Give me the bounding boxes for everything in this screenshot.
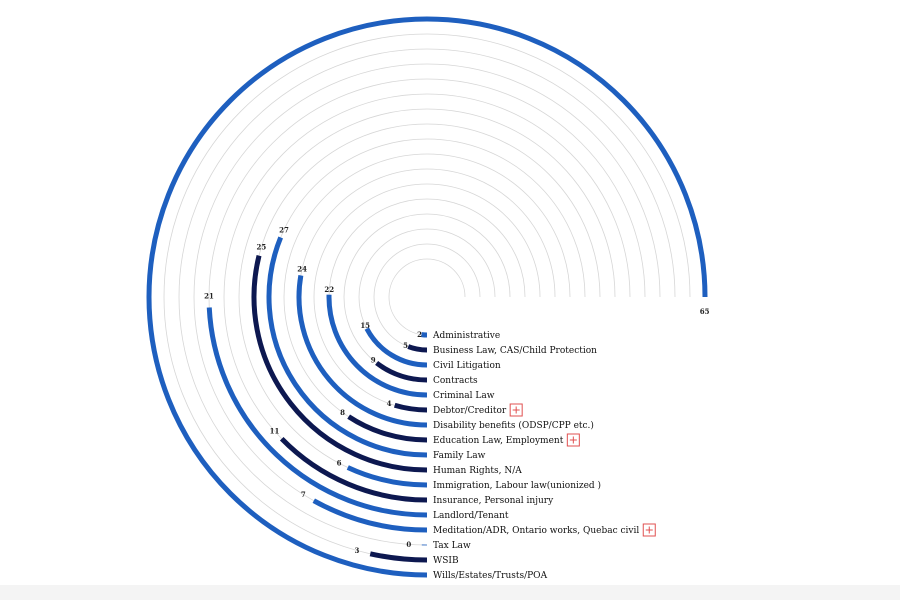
- page-bottom-strip: [0, 585, 900, 600]
- value-label-meditation-adr-ontario-works-quebac-civil: 7: [301, 490, 306, 499]
- guide-ring: [313, 183, 541, 411]
- bar-landlord-tenant: [206, 307, 428, 518]
- value-label-business-law-cas-child-protection: 5: [403, 341, 408, 350]
- expand-icon[interactable]: [642, 523, 656, 537]
- value-label-wsib: 3: [354, 546, 359, 555]
- expand-icon[interactable]: [509, 403, 523, 417]
- value-labels: 25 15 9 22 4 24 8 27 25 6 11 21 7 0 3 65: [204, 225, 709, 555]
- category-label-insurance-personal-injury: Insurance, Personal injury: [433, 496, 554, 506]
- guide-ring: [178, 48, 676, 546]
- guide-ring: [343, 213, 511, 381]
- value-label-wills-estates-trusts-poa: 65: [700, 307, 710, 316]
- bar-debtor-creditor: [393, 402, 428, 413]
- value-label-insurance-personal-injury: 11: [270, 427, 280, 436]
- category-label-wills-estates-trusts-poa: Wills/Estates/Trusts/POA: [433, 571, 548, 581]
- value-label-human-rights-n-a: 25: [257, 242, 267, 251]
- value-label-contracts: 9: [371, 356, 376, 365]
- category-label-debtor-creditor: Debtor/Creditor: [433, 406, 507, 416]
- value-label-landlord-tenant: 21: [204, 292, 214, 301]
- category-label-family-law: Family Law: [433, 451, 486, 461]
- bar-education-law-employment: [347, 414, 428, 443]
- bars: [146, 16, 708, 578]
- guide-ring: [163, 33, 691, 561]
- category-label-human-rights-n-a: Human Rights, N/A: [433, 466, 522, 476]
- category-label-education-law-employment: Education Law, Employment: [433, 436, 564, 446]
- category-label-landlord-tenant: Landlord/Tenant: [433, 511, 509, 521]
- bar-contracts: [375, 360, 428, 383]
- category-label-tax-law: Tax Law: [433, 541, 471, 551]
- guide-ring: [283, 153, 571, 441]
- value-label-education-law-employment: 8: [340, 408, 345, 417]
- value-label-administrative: 2: [417, 330, 422, 339]
- category-label-contracts: Contracts: [433, 376, 478, 386]
- value-label-family-law: 27: [279, 225, 289, 234]
- value-label-disability-benefits-odsp-cpp-etc: 24: [297, 264, 307, 273]
- category-label-business-law-cas-child-protection: Business Law, CAS/Child Protection: [433, 346, 597, 356]
- value-label-tax-law: 0: [406, 540, 411, 549]
- category-label-wsib: WSIB: [433, 556, 459, 566]
- guide-ring: [238, 108, 616, 486]
- guide-ring: [193, 63, 661, 531]
- bar-human-rights-n-a: [251, 255, 428, 473]
- category-label-immigration-labour-law-unionized: Immigration, Labour law(unionized ): [433, 480, 601, 491]
- guide-ring: [388, 258, 466, 336]
- category-label-civil-litigation: Civil Litigation: [433, 361, 501, 371]
- value-label-debtor-creditor: 4: [387, 399, 392, 408]
- bar-civil-litigation: [364, 327, 428, 368]
- bar-meditation-adr-ontario-works-quebac-civil: [312, 498, 428, 533]
- guide-ring: [373, 243, 481, 351]
- bar-business-law-cas-child-protection: [407, 344, 428, 353]
- category-label-criminal-law: Criminal Law: [433, 391, 495, 401]
- category-label-disability-benefits-odsp-cpp-etc: Disability benefits (ODSP/CPP etc.): [433, 420, 594, 431]
- value-label-civil-litigation: 15: [360, 321, 370, 330]
- guide-ring: [148, 18, 706, 576]
- category-label-meditation-adr-ontario-works-quebac-civil: Meditation/ADR, Ontario works, Quebac ci…: [433, 526, 639, 536]
- value-label-immigration-labour-law-unionized: 6: [337, 459, 342, 468]
- category-labels: Administrative Business Law, CAS/Child Pr…: [432, 331, 656, 581]
- category-label-administrative: Administrative: [432, 331, 500, 341]
- bar-family-law: [266, 236, 428, 458]
- expand-icon[interactable]: [566, 433, 580, 447]
- bar-wsib: [369, 551, 428, 563]
- bar-wills-estates-trusts-poa: [146, 16, 708, 578]
- bar-insurance-personal-injury: [279, 437, 428, 503]
- guide-rings: [148, 18, 706, 576]
- bar-disability-benefits-odsp-cpp-etc: [296, 275, 428, 428]
- bar-immigration-labour-law-unionized: [346, 465, 428, 488]
- bar-criminal-law: [326, 294, 428, 398]
- value-label-criminal-law: 22: [324, 285, 334, 294]
